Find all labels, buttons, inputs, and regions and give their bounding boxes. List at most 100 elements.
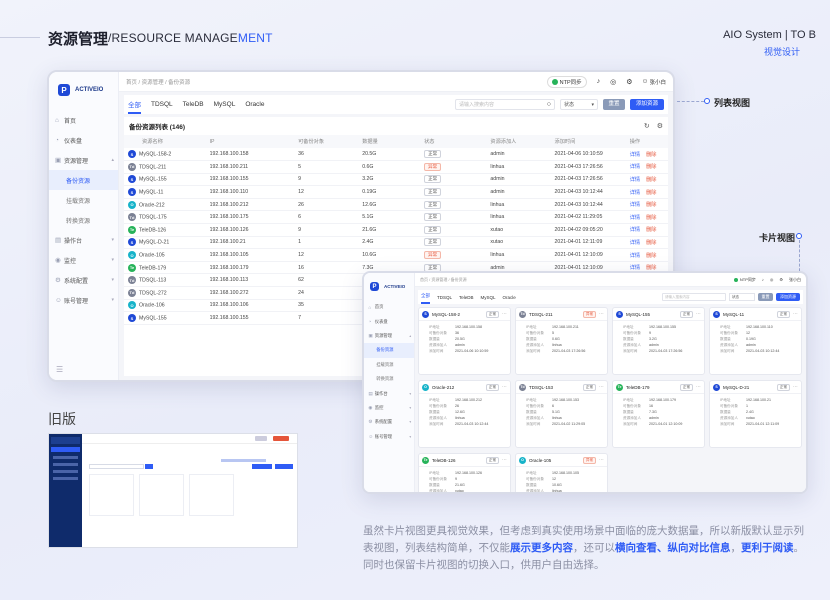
card-nav-item-6[interactable]: ▤ 操作台 ▾ bbox=[364, 386, 414, 400]
card-add-button[interactable]: 添加资源 bbox=[776, 293, 800, 301]
tab-2[interactable]: TeleDB bbox=[182, 101, 204, 108]
delete-link[interactable]: 删除 bbox=[646, 189, 657, 196]
delete-link[interactable]: 删除 bbox=[646, 227, 657, 234]
card-nav-item-2[interactable]: ▣ 资源管理 ▴ bbox=[364, 329, 414, 343]
card-nav-item-9[interactable]: ☺ 账号管理 ▾ bbox=[364, 430, 414, 444]
delete-link[interactable]: 删除 bbox=[646, 176, 657, 183]
settings-icon[interactable]: ⚙ bbox=[626, 78, 633, 86]
search-icon[interactable]: ○ bbox=[546, 101, 551, 108]
status-select[interactable]: 状态 ▾ bbox=[560, 99, 598, 110]
delete-link[interactable]: 删除 bbox=[646, 252, 657, 259]
resource-card[interactable]: S MySQL-158-2 正常 ⋯ IP地址 192.168.100.158 可备份对象 3… bbox=[418, 307, 511, 375]
nav-item-3[interactable]: 备份资源 bbox=[49, 170, 118, 190]
add-resource-button[interactable]: 添加资源 bbox=[630, 99, 664, 110]
more-icon[interactable]: ⋯ bbox=[793, 311, 798, 317]
tab-3[interactable]: MySQL bbox=[213, 101, 236, 108]
card-nav-item-7[interactable]: ◉ 监控 ▾ bbox=[364, 401, 414, 415]
delete-link[interactable]: 删除 bbox=[646, 239, 657, 246]
detail-link[interactable]: 详情 bbox=[629, 239, 641, 246]
help-icon[interactable]: ◎ bbox=[610, 78, 617, 86]
bell-icon[interactable]: ♪ bbox=[596, 78, 601, 85]
nav-item-2[interactable]: ▣ 资源管理 ▴ bbox=[49, 150, 118, 170]
more-icon[interactable]: ⋯ bbox=[502, 384, 507, 390]
more-icon[interactable]: ⋯ bbox=[793, 384, 798, 390]
card-tab-3[interactable]: MySQL bbox=[480, 294, 496, 300]
table-row[interactable]: S MySQL-158-2 192.168.100.158 36 20.5G 正常 admi… bbox=[124, 148, 668, 161]
refresh-icon[interactable]: ↻ bbox=[643, 123, 650, 130]
card-nav-item-3[interactable]: 备份资源 bbox=[364, 343, 414, 358]
more-icon[interactable]: ⋯ bbox=[696, 384, 701, 390]
card-user-name[interactable]: 张小白 bbox=[789, 276, 801, 282]
nav-item-0[interactable]: ⌂ 首页 bbox=[49, 110, 118, 130]
nav-item-8[interactable]: ⚙ 系统配置 ▾ bbox=[49, 270, 118, 290]
card-ntp-sync[interactable]: NTP同步 bbox=[733, 277, 756, 283]
table-row[interactable]: S MySQL-155 192.168.100.155 9 3.2G 正常 admin 202… bbox=[124, 173, 668, 186]
card-tab-1[interactable]: TDSQL bbox=[437, 294, 453, 300]
detail-link[interactable]: 详情 bbox=[629, 227, 641, 234]
nav-item-6[interactable]: ▤ 操作台 ▾ bbox=[49, 230, 118, 250]
card-tab-4[interactable]: Oracle bbox=[502, 294, 516, 300]
resource-card[interactable]: O Oracle-105 异常 ⋯ IP地址 192.168.100.105 可备份对象 12… bbox=[515, 453, 608, 492]
detail-link[interactable]: 详情 bbox=[629, 164, 641, 171]
card-nav-item-1[interactable]: ◔ 仪表盘 bbox=[364, 314, 414, 328]
resource-card[interactable]: Te TeleDB-126 正常 ⋯ IP地址 192.168.100.126 可备份对象 9… bbox=[418, 453, 511, 492]
more-icon[interactable]: ⋯ bbox=[502, 457, 507, 463]
table-row[interactable]: Td TDSQL-211 192.168.100.211 5 0.6G 异常 linhua 2… bbox=[124, 161, 668, 174]
tab-4[interactable]: Oracle bbox=[245, 101, 265, 108]
detail-link[interactable]: 详情 bbox=[629, 189, 641, 196]
nav-item-7[interactable]: ◉ 监控 ▾ bbox=[49, 250, 118, 270]
resource-card[interactable]: O Oracle-212 正常 ⋯ IP地址 192.168.100.212 可备份对象 26… bbox=[418, 380, 511, 448]
nav-item-1[interactable]: ◔ 仪表盘 bbox=[49, 130, 118, 150]
detail-link[interactable]: 详情 bbox=[629, 151, 641, 158]
more-icon[interactable]: ⋯ bbox=[599, 384, 604, 390]
resource-card[interactable]: S MySQL-155 正常 ⋯ IP地址 192.168.100.155 可备份对象 9 数据… bbox=[612, 307, 705, 375]
card-tab-0[interactable]: 全部 bbox=[421, 290, 430, 304]
card-nav-item-0[interactable]: ⌂ 首页 bbox=[364, 300, 414, 314]
delete-link[interactable]: 删除 bbox=[646, 202, 657, 209]
card-status-select[interactable]: 状态 bbox=[729, 293, 755, 301]
table-row[interactable]: S MySQL-11 192.168.100.110 12 0.19G 正常 admin 20… bbox=[124, 186, 668, 199]
card-nav-item-4[interactable]: 挂载资源 bbox=[364, 358, 414, 372]
resource-card[interactable]: Td TDSQL-153 正常 ⋯ IP地址 192.168.100.153 可备份对象 6 数… bbox=[515, 380, 608, 448]
detail-link[interactable]: 详情 bbox=[629, 202, 641, 209]
resource-card[interactable]: S MySQL-11 正常 ⋯ IP地址 192.168.100.110 可备份对象 12 数据… bbox=[709, 307, 802, 375]
card-reset-button[interactable]: 重置 bbox=[758, 293, 773, 301]
table-row[interactable]: S MySQL-D-21 192.168.100.21 1 2.4G 正常 xutao 202… bbox=[124, 236, 668, 249]
reset-button[interactable]: 重置 bbox=[603, 99, 625, 110]
card-bell-icon[interactable]: ♪ bbox=[761, 277, 764, 282]
tab-1[interactable]: TDSQL bbox=[151, 101, 173, 108]
more-icon[interactable]: ⋯ bbox=[502, 311, 507, 317]
delete-link[interactable]: 删除 bbox=[646, 214, 657, 221]
collapse-icon[interactable]: ☰ bbox=[56, 365, 64, 374]
card-tab-2[interactable]: TeleDB bbox=[459, 294, 474, 300]
card-settings-icon[interactable]: ⚙ bbox=[779, 277, 783, 282]
delete-link[interactable]: 删除 bbox=[646, 265, 657, 272]
card-nav-item-5[interactable]: 转换资源 bbox=[364, 372, 414, 386]
nav-item-9[interactable]: ☺ 账号管理 ▾ bbox=[49, 290, 118, 310]
user-menu[interactable]: ⚇ 张小白 bbox=[643, 78, 666, 86]
ntp-sync[interactable]: NTP同步 bbox=[546, 75, 587, 88]
detail-link[interactable]: 详情 bbox=[629, 265, 641, 272]
table-row[interactable]: Td TDSQL-175 192.168.100.175 6 5.1G 正常 linhua 2… bbox=[124, 211, 668, 224]
detail-link[interactable]: 详情 bbox=[629, 252, 641, 259]
delete-link[interactable]: 删除 bbox=[646, 151, 657, 158]
detail-link[interactable]: 详情 bbox=[629, 176, 641, 183]
table-row[interactable]: Te TeleDB-126 192.168.100.126 9 21.6G 正常 xutao… bbox=[124, 224, 668, 237]
nav-item-4[interactable]: 挂载资源 bbox=[49, 190, 118, 210]
card-help-icon[interactable]: ◎ bbox=[769, 277, 774, 282]
nav-item-5[interactable]: 转换资源 bbox=[49, 210, 118, 230]
more-icon[interactable]: ⋯ bbox=[599, 457, 604, 463]
resource-card[interactable]: Te TeleDB-179 正常 ⋯ IP地址 192.168.100.179 可备份对象 1… bbox=[612, 380, 705, 448]
delete-link[interactable]: 删除 bbox=[646, 164, 657, 171]
search-input[interactable]: 请输入搜索内容 ○ bbox=[455, 99, 555, 110]
tab-0[interactable]: 全部 bbox=[128, 95, 141, 114]
table-row[interactable]: O Oracle-105 192.168.100.105 12 10.6G 异常 linhu… bbox=[124, 249, 668, 262]
more-icon[interactable]: ⋯ bbox=[599, 311, 604, 317]
table-row[interactable]: O Oracle-212 192.168.100.212 26 12.6G 正常 linhu… bbox=[124, 198, 668, 211]
resource-card[interactable]: Td TDSQL-211 异常 ⋯ IP地址 192.168.100.211 可备份对象 5 数… bbox=[515, 307, 608, 375]
more-icon[interactable]: ⋯ bbox=[696, 311, 701, 317]
detail-link[interactable]: 详情 bbox=[629, 214, 641, 221]
card-search-input[interactable]: 请输入搜索内容 bbox=[662, 293, 726, 301]
resource-card[interactable]: S MySQL-D-21 正常 ⋯ IP地址 192.168.100.21 可备份对象 1 数据… bbox=[709, 380, 802, 448]
column-settings-icon[interactable]: ⚙ bbox=[656, 123, 663, 130]
